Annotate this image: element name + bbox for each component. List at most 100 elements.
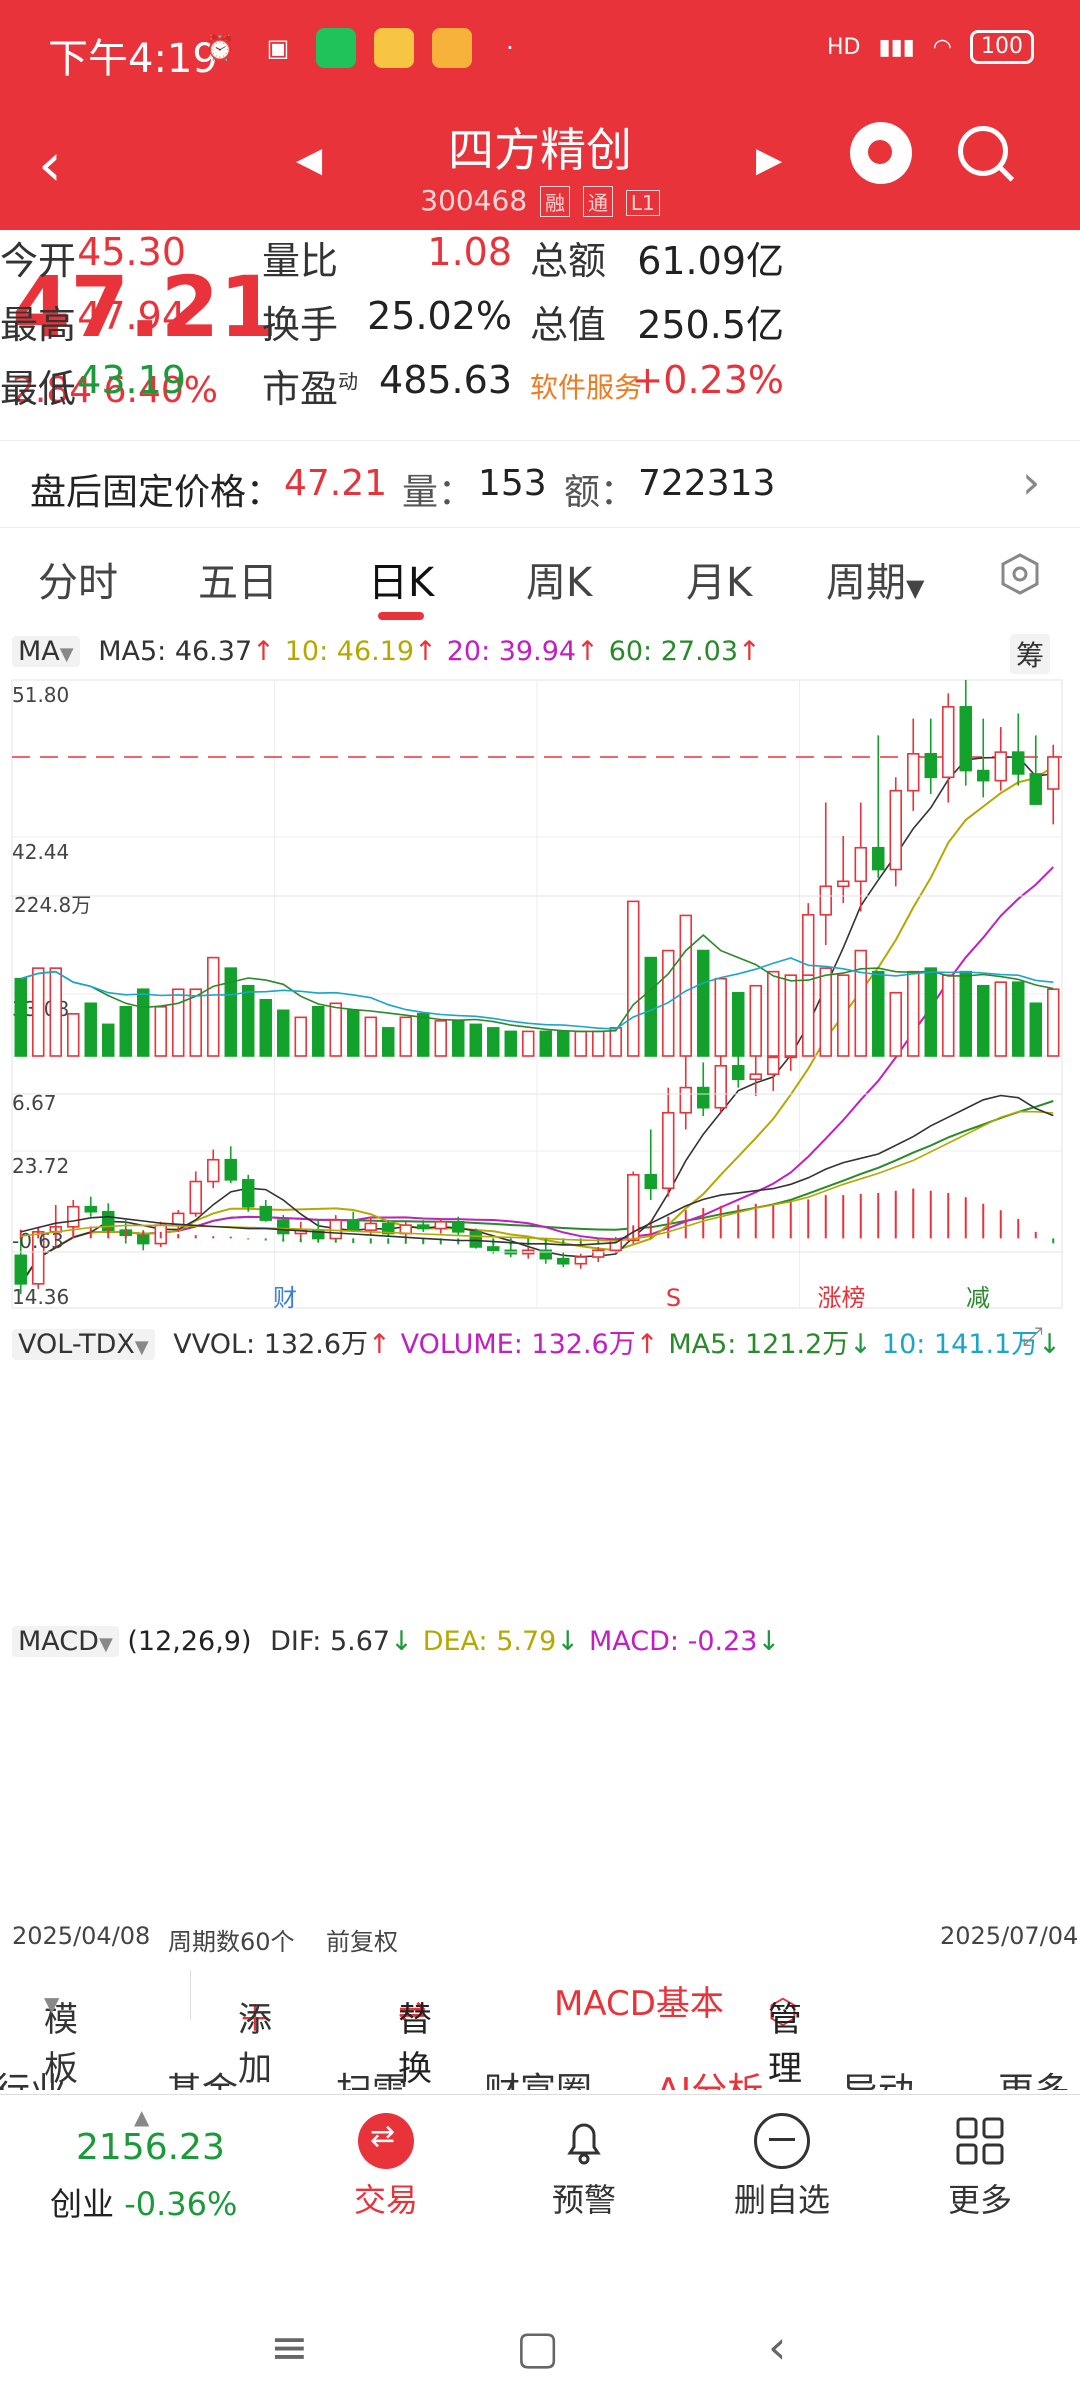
vol-selector[interactable]: VOL-TDX▼	[12, 1329, 155, 1360]
strip-item[interactable]: 更多	[998, 2062, 1070, 2090]
volume-bar	[469, 1023, 482, 1057]
macd-values: DIF: 5.67↓ DEA: 5.79↓ MACD: -0.23↓	[260, 1626, 780, 1657]
tab-period-label: 周期	[826, 560, 906, 606]
strip-item[interactable]: 行业	[0, 2062, 66, 2090]
volume-bar	[574, 1030, 587, 1057]
ma-values: MA5: 46.37↑ 10: 46.19↑ 20: 39.94↑ 60: 27.03…	[88, 636, 760, 667]
candle	[574, 1256, 587, 1265]
candle	[14, 1254, 27, 1285]
back-nav-icon[interactable]: ‹	[768, 2320, 787, 2374]
legend-text: MA5: 46.37	[98, 636, 253, 667]
right-triangle-icon[interactable]: ▶	[756, 140, 783, 180]
quote-value: 47.94	[77, 294, 186, 338]
back-icon[interactable]: ‹	[38, 130, 62, 200]
chart-area[interactable]: MA▼ MA5: 46.37↑ 10: 46.19↑ 20: 39.94↑ 60: 2…	[0, 624, 1080, 1956]
after-hours-amt: 722313	[638, 463, 776, 504]
quote-value: 1.08	[427, 230, 512, 274]
nav-remove-watchlist-label: 删自选	[733, 2181, 830, 2219]
candle	[242, 1179, 255, 1208]
change-amount: 2.84	[12, 370, 93, 411]
volume-bar	[959, 970, 972, 1057]
volume-bar	[242, 984, 255, 1057]
macd-basic-button[interactable]: MACD基本	[554, 1984, 724, 2024]
stock-header: ‹ ◀ 四方精创 300468 融 通 L1 ▶	[0, 100, 1080, 230]
index-value[interactable]: 2156.23	[76, 2127, 225, 2168]
expand-icon[interactable]: ⤢	[1022, 1322, 1043, 1352]
alarm-icon: ⏰	[205, 34, 235, 62]
volume-bar	[137, 988, 150, 1057]
period-tabs: 分时 五日 日K 周K 月K 周期▼	[0, 540, 1080, 620]
candle	[189, 1180, 202, 1215]
manage-icon: ⬡	[768, 1992, 798, 2032]
arrow-up-icon: ↑	[368, 1329, 391, 1360]
manage-label: 管理	[768, 2000, 802, 2089]
left-triangle-icon[interactable]: ◀	[296, 140, 323, 180]
price-change: 2.84 6.40%	[12, 370, 218, 411]
strip-item[interactable]: AI分析	[656, 2062, 763, 2090]
nav-more[interactable]: 更多	[910, 2113, 1050, 2221]
ma-selector[interactable]: MA▼	[12, 636, 80, 667]
volume-bar	[364, 1016, 377, 1057]
after-hours-row[interactable]: 盘后固定价格： 47.21 量： 153 额： 722313 ›	[0, 440, 1080, 528]
price-axis-label: 23.72	[12, 1154, 69, 1178]
tab-intraday[interactable]: 分时	[38, 560, 118, 606]
volume-bar	[627, 900, 640, 1057]
candle	[959, 706, 972, 772]
period-count: 周期数60个	[168, 1928, 295, 1956]
strip-item[interactable]: 异动	[842, 2062, 914, 2090]
tab-monthly-k[interactable]: 月K	[686, 560, 753, 606]
assistant-mascot-icon[interactable]	[850, 122, 912, 184]
candle	[364, 1222, 377, 1231]
feature-strip: 行业 基金 扫雷 财富圈 AI分析 异动 更多	[0, 2050, 1080, 2090]
tab-daily-k[interactable]: 日K	[368, 550, 434, 620]
ma20-line	[19, 866, 1055, 1285]
nav-remove-watchlist[interactable]: 删自选	[712, 2113, 852, 2221]
macd-selector[interactable]: MACD▼	[12, 1626, 119, 1657]
legend-value: 10: 141.1万↓	[882, 1329, 1061, 1360]
nav-trade[interactable]: ⇄ 交易	[316, 2113, 456, 2221]
quote-value: 43.19	[77, 358, 186, 402]
volume-bar	[994, 981, 1007, 1057]
tab-weekly-k[interactable]: 周K	[526, 560, 593, 606]
chart-settings-icon[interactable]	[998, 552, 1042, 596]
status-time: 下午4:19	[48, 36, 218, 82]
candle	[452, 1220, 465, 1233]
volume-bar	[714, 977, 727, 1057]
volume-bar	[119, 1006, 132, 1057]
caret-down-icon: ▼	[98, 1634, 113, 1655]
event-marker: 减	[966, 1284, 990, 1312]
candle	[977, 769, 990, 782]
candle	[644, 1174, 657, 1190]
volume-bar	[67, 1013, 80, 1057]
volume-bar	[84, 1002, 97, 1057]
tab-five-day[interactable]: 五日	[198, 560, 278, 606]
status-app-icons: ⏰ ▣ ·	[200, 28, 530, 68]
volume-bar	[679, 914, 692, 1057]
tab-period[interactable]: 周期▼	[826, 550, 924, 608]
search-icon[interactable]	[958, 126, 1008, 176]
menu-icon[interactable]: ≡	[270, 2320, 309, 2374]
legend-value: MA5: 121.2万↓	[668, 1329, 872, 1360]
price-axis-label: 42.44	[12, 840, 69, 864]
connect-tag: 通	[582, 186, 613, 217]
index-label[interactable]: 创业 -0.36%	[50, 2179, 237, 2225]
chips-button[interactable]: 筹	[1010, 634, 1051, 674]
legend-text: VOLUME: 132.6万	[400, 1329, 636, 1360]
strip-item[interactable]: 扫雷	[336, 2062, 408, 2090]
quote-label: 软件服务	[530, 371, 643, 404]
strip-item[interactable]: 财富圈	[484, 2062, 592, 2090]
nav-alert[interactable]: 预警	[514, 2113, 654, 2221]
caret-down-icon: ▼	[59, 644, 74, 665]
quote-label: 换手	[262, 303, 339, 347]
home-icon[interactable]: ▢	[516, 2320, 560, 2374]
after-hours-amt-label: 额：	[564, 472, 637, 513]
volume-bar	[924, 967, 937, 1057]
candle	[714, 1064, 727, 1109]
plus-icon: ＋	[238, 2000, 272, 2040]
more-dot-icon: ·	[506, 34, 514, 62]
vol-selector-label: VOL-TDX	[18, 1329, 135, 1360]
stock-code: 300468	[420, 184, 528, 217]
kline-chart[interactable]: 51.8042.4433.0823.7214.36财S涨榜减224.8万6.67…	[0, 624, 1080, 1944]
strip-item[interactable]: 基金	[166, 2062, 238, 2090]
event-marker: S	[666, 1284, 681, 1312]
